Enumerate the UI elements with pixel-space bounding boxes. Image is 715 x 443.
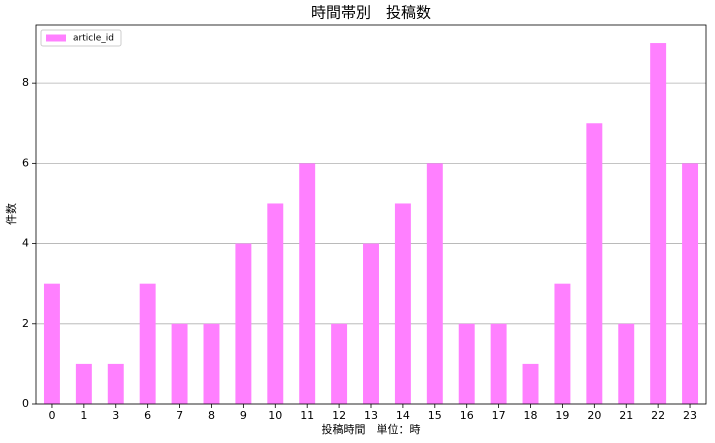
x-tick-label: 16 xyxy=(460,409,474,422)
legend-label: article_id xyxy=(73,34,114,44)
x-tick-label: 10 xyxy=(268,409,282,422)
bar xyxy=(458,323,475,404)
plot-frame xyxy=(35,24,707,405)
x-tick-label: 22 xyxy=(651,409,665,422)
bar xyxy=(426,163,443,404)
y-axis-label: 件数 xyxy=(5,203,18,225)
x-tick-label: 23 xyxy=(683,409,697,422)
bar xyxy=(299,163,316,404)
bar xyxy=(203,323,220,404)
x-tick-label: 12 xyxy=(332,409,346,422)
x-tick-label: 6 xyxy=(144,409,151,422)
y-tick-label: 8 xyxy=(22,76,29,89)
bar xyxy=(618,323,635,404)
bar xyxy=(235,243,252,404)
bar xyxy=(331,323,348,404)
chart-title: 時間帯別 投稿数 xyxy=(311,4,431,22)
x-tick-label: 11 xyxy=(300,409,314,422)
legend-box xyxy=(40,29,122,47)
bar xyxy=(682,163,699,404)
bar xyxy=(75,363,92,404)
x-tick-label: 21 xyxy=(619,409,633,422)
y-tick-label: 0 xyxy=(22,397,29,410)
legend-swatch xyxy=(46,34,66,42)
x-tick-label: 15 xyxy=(428,409,442,422)
x-tick-label: 18 xyxy=(524,409,538,422)
x-tick-label: 8 xyxy=(208,409,215,422)
y-tick-label: 4 xyxy=(22,237,29,250)
x-tick-label: 0 xyxy=(48,409,55,422)
bar xyxy=(586,123,603,404)
x-tick-label: 19 xyxy=(555,409,569,422)
bar xyxy=(107,363,124,404)
y-tick-label: 6 xyxy=(22,156,29,169)
bar xyxy=(554,283,571,404)
bar xyxy=(363,243,379,404)
bar xyxy=(490,323,507,404)
bar xyxy=(394,203,411,404)
bar xyxy=(171,323,188,404)
x-tick-label: 7 xyxy=(176,409,183,422)
x-tick-label: 20 xyxy=(587,409,601,422)
x-tick-label: 14 xyxy=(396,409,410,422)
x-tick-label: 3 xyxy=(112,409,119,422)
x-axis-label: 投稿時間 単位：時 xyxy=(322,422,421,436)
bar xyxy=(139,283,156,404)
bar xyxy=(650,43,667,405)
y-tick-label: 2 xyxy=(22,317,29,330)
bar xyxy=(267,203,284,404)
x-tick-label: 13 xyxy=(364,409,378,422)
x-tick-label: 9 xyxy=(240,409,247,422)
bar xyxy=(43,283,60,404)
x-tick-label: 1 xyxy=(80,409,87,422)
bar xyxy=(522,363,539,404)
x-tick-label: 17 xyxy=(492,409,506,422)
